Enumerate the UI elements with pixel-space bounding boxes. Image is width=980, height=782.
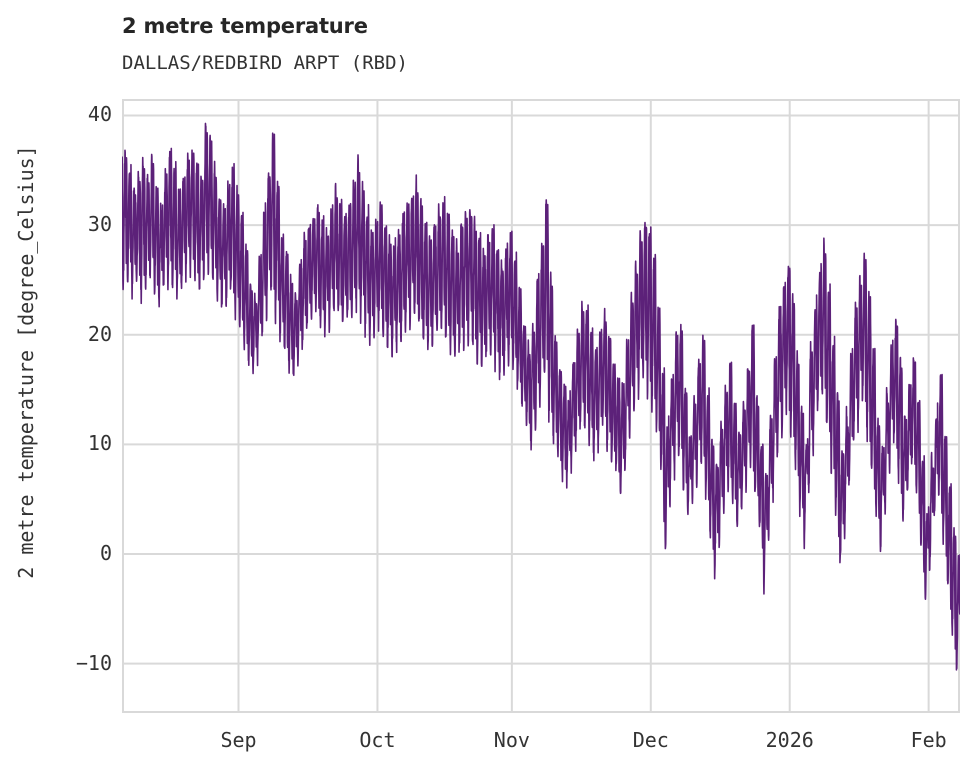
plot-area bbox=[122, 99, 960, 713]
plot-border bbox=[122, 99, 960, 713]
page-title: 2 metre temperature bbox=[122, 14, 368, 38]
temperature-series-line bbox=[122, 122, 960, 671]
x-tick-label: 2026 bbox=[765, 728, 814, 752]
x-tick-label: Feb bbox=[910, 728, 947, 752]
y-axis-tick-labels: −10 0 10 20 30 40 bbox=[0, 0, 112, 782]
temperature-line-chart bbox=[122, 99, 960, 713]
y-tick-label: 30 bbox=[87, 212, 112, 237]
x-tick-label: Oct bbox=[359, 728, 396, 752]
y-tick-label: 0 bbox=[99, 541, 112, 566]
chart-subtitle: DALLAS/REDBIRD ARPT (RBD) bbox=[122, 52, 408, 74]
y-tick-label: 40 bbox=[87, 102, 112, 127]
y-tick-label: 10 bbox=[87, 431, 112, 456]
x-tick-label: Sep bbox=[220, 728, 257, 752]
x-tick-label: Dec bbox=[632, 728, 669, 752]
x-tick-label: Nov bbox=[493, 728, 530, 752]
y-tick-label: −10 bbox=[75, 650, 112, 675]
y-tick-label: 20 bbox=[87, 321, 112, 346]
